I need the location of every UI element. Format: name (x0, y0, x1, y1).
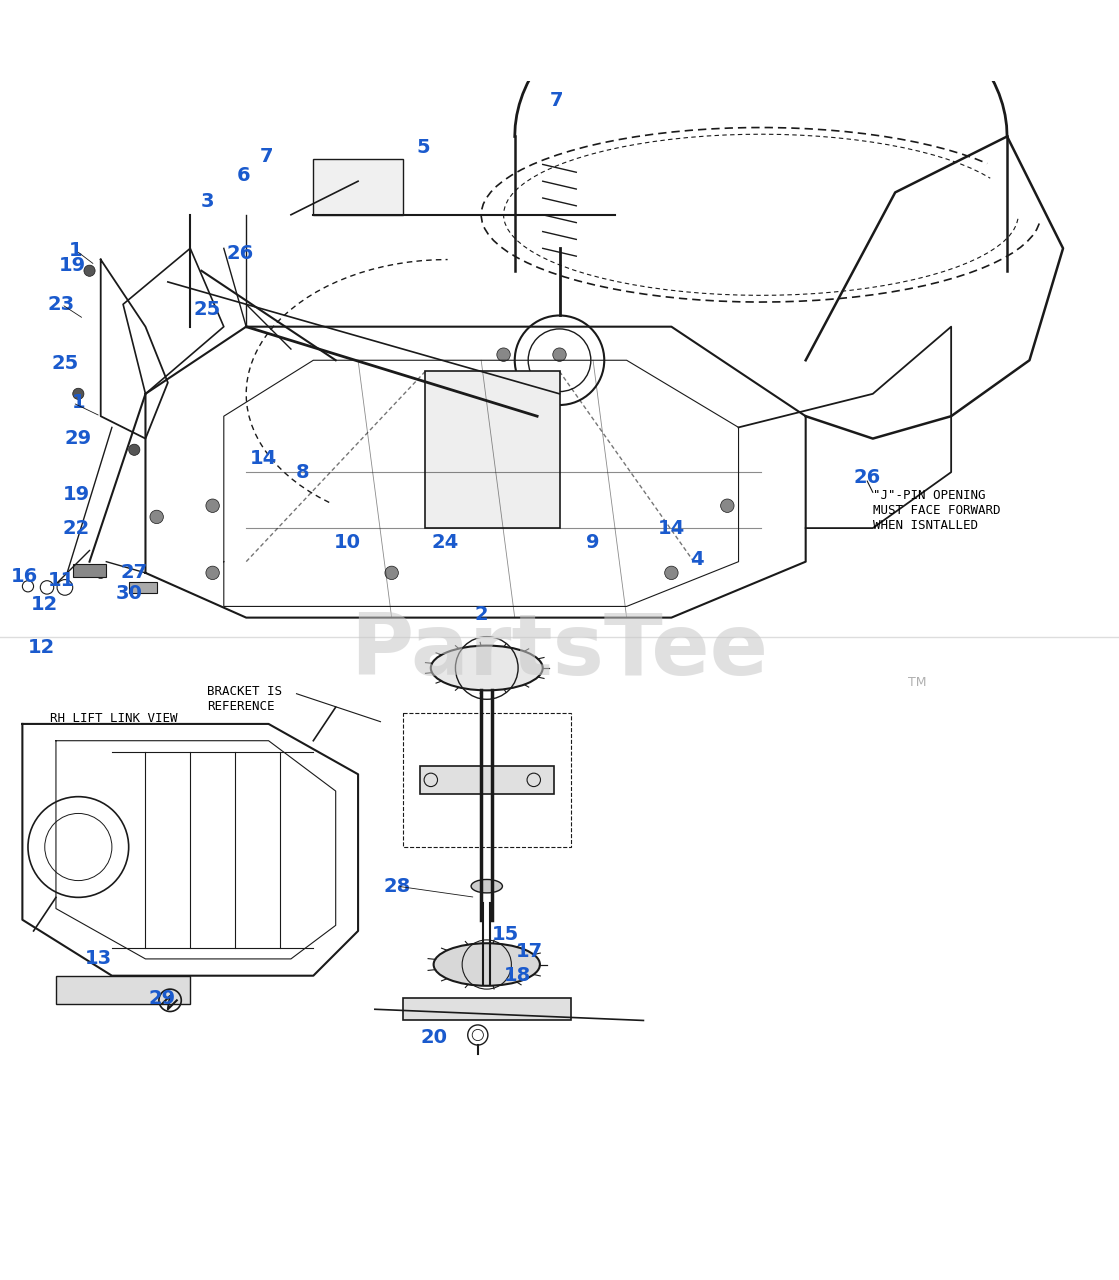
Circle shape (206, 499, 219, 512)
Text: 5: 5 (416, 138, 430, 157)
Text: 14: 14 (658, 518, 685, 538)
Text: 25: 25 (51, 355, 78, 372)
Text: 9: 9 (586, 534, 600, 552)
Text: 19: 19 (59, 256, 86, 275)
Ellipse shape (471, 879, 502, 893)
Text: 26: 26 (227, 244, 254, 264)
Bar (73, 564, 106, 577)
Text: 15: 15 (492, 924, 519, 943)
Circle shape (73, 388, 84, 399)
Text: 17: 17 (516, 942, 543, 960)
Text: 16: 16 (11, 567, 38, 586)
Text: 28: 28 (384, 877, 411, 896)
Text: 7: 7 (260, 147, 273, 166)
Text: 29: 29 (149, 988, 176, 1007)
Text: 20: 20 (421, 1028, 448, 1047)
Text: BRACKET IS
REFERENCE: BRACKET IS REFERENCE (207, 685, 282, 713)
Circle shape (206, 566, 219, 580)
Text: 3: 3 (200, 192, 214, 211)
Text: 4: 4 (690, 550, 704, 568)
Text: 18: 18 (504, 966, 530, 986)
Text: 8: 8 (295, 462, 309, 481)
Circle shape (553, 348, 566, 361)
Text: 27: 27 (121, 563, 148, 582)
Text: 14: 14 (250, 449, 276, 468)
Text: TM: TM (909, 676, 927, 689)
FancyBboxPatch shape (56, 975, 190, 1004)
Circle shape (95, 567, 106, 579)
Text: 1: 1 (72, 393, 85, 412)
Text: 10: 10 (333, 534, 360, 552)
Circle shape (150, 511, 163, 524)
Bar (403, 713, 571, 847)
Text: RH LIFT LINK VIEW: RH LIFT LINK VIEW (50, 712, 178, 724)
Bar (129, 582, 157, 593)
Text: 25: 25 (194, 301, 220, 320)
Text: "J"-PIN OPENING
MUST FACE FORWARD
WHEN ISNTALLED: "J"-PIN OPENING MUST FACE FORWARD WHEN I… (873, 489, 1000, 532)
Circle shape (385, 566, 398, 580)
Text: 2: 2 (474, 604, 488, 623)
Text: PartsTee: PartsTee (350, 609, 769, 692)
Text: 1: 1 (69, 241, 83, 260)
Bar (420, 767, 554, 795)
Text: 7: 7 (549, 91, 563, 110)
Text: 26: 26 (854, 468, 881, 488)
Ellipse shape (433, 943, 539, 986)
Text: 11: 11 (48, 571, 75, 590)
Ellipse shape (431, 645, 543, 690)
Circle shape (721, 499, 734, 512)
Text: 19: 19 (63, 485, 90, 504)
FancyBboxPatch shape (313, 159, 403, 215)
Circle shape (84, 265, 95, 276)
Text: 29: 29 (65, 429, 92, 448)
Text: 22: 22 (63, 518, 90, 538)
Text: 24: 24 (432, 534, 459, 552)
Bar (403, 998, 571, 1020)
Bar (425, 371, 560, 529)
Text: 30: 30 (115, 584, 142, 603)
Circle shape (665, 566, 678, 580)
Text: 6: 6 (237, 166, 251, 186)
Text: 13: 13 (85, 950, 112, 969)
Text: 12: 12 (31, 595, 58, 613)
Text: 12: 12 (28, 639, 55, 658)
Circle shape (497, 348, 510, 361)
Circle shape (129, 444, 140, 456)
Text: 23: 23 (48, 294, 75, 314)
